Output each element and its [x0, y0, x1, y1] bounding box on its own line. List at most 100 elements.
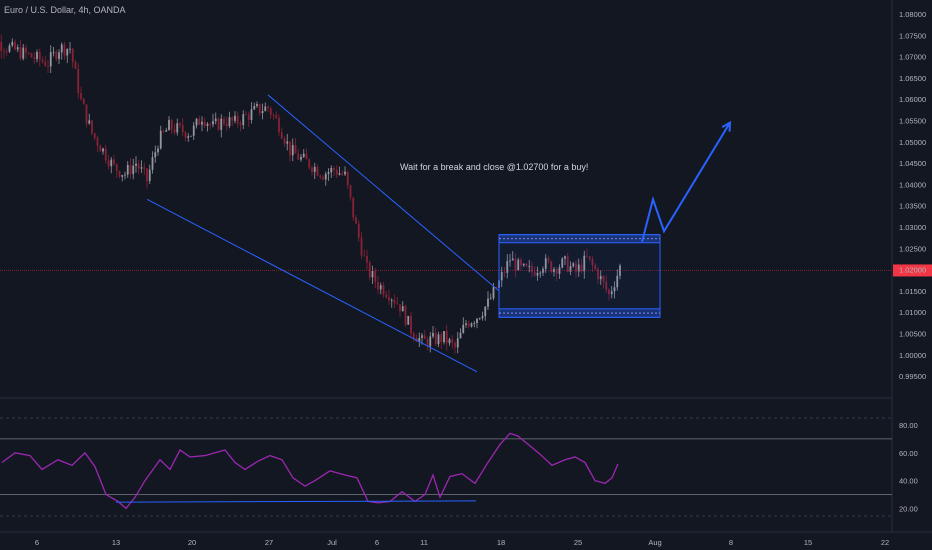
candle-body [473, 323, 476, 324]
candle-body [478, 318, 481, 319]
rsi-tick-label: 60.00 [899, 449, 918, 458]
candle-body [201, 121, 203, 125]
candle-body [96, 137, 99, 146]
candle-body [264, 106, 267, 112]
price-tick-label: 1.04000 [899, 180, 926, 189]
candle-body [432, 332, 434, 337]
candle-body [253, 106, 256, 110]
candle-body [99, 145, 102, 152]
candle-body [610, 291, 613, 295]
candle-body [159, 130, 162, 149]
price-tick-label: 1.02500 [899, 244, 926, 253]
candle-body [520, 259, 522, 266]
candle-body [121, 175, 124, 177]
candle-body [148, 169, 151, 182]
candle-body [506, 261, 509, 273]
candle-body [184, 132, 187, 138]
candle-body [467, 323, 470, 327]
candle-body [316, 166, 319, 176]
candle-body [11, 41, 14, 46]
candle-body [500, 272, 503, 281]
candle-body [44, 61, 47, 66]
price-tick-label: 1.02000 [899, 266, 926, 275]
candle-body [132, 165, 135, 175]
candle-body [190, 135, 192, 137]
candle-body [275, 115, 278, 119]
time-tick-label: Aug [648, 538, 661, 547]
candle-body [176, 123, 179, 133]
candle-body [597, 269, 599, 280]
candle-body [379, 285, 382, 290]
candle-body [437, 334, 440, 345]
current-price-tag [893, 264, 932, 277]
candle-body [487, 298, 489, 307]
candle-body [572, 263, 575, 267]
price-tick-label: 1.06000 [899, 95, 926, 104]
candle-body [258, 104, 261, 114]
candles [0, 34, 621, 354]
candle-body [426, 339, 429, 347]
candle-body [36, 51, 38, 59]
candle-body [261, 111, 264, 114]
candle-body [377, 282, 379, 290]
candle-body [454, 342, 456, 348]
candle-body [209, 123, 212, 125]
candle-body [542, 268, 544, 273]
candle-body [533, 272, 536, 276]
candle-body [555, 268, 558, 274]
candle-body [173, 129, 176, 133]
candle-body [371, 271, 374, 278]
candle-body [434, 332, 437, 345]
candle-body [212, 121, 214, 125]
candle-body [465, 323, 467, 325]
candle-body [346, 171, 349, 186]
time-tick-label: 27 [265, 538, 273, 547]
candle-body [583, 255, 586, 272]
candle-body [47, 65, 49, 67]
candle-body [291, 145, 294, 156]
candle-body [550, 261, 553, 273]
candle-body [110, 159, 113, 167]
candle-body [231, 117, 234, 121]
candle-body [599, 276, 602, 280]
range-box [498, 234, 661, 318]
time-tick-label: 6 [35, 538, 39, 547]
price-tick-label: 1.04500 [899, 159, 926, 168]
candle-body [168, 120, 170, 131]
candle-body [113, 159, 115, 165]
price-axis: 1.08000 1.07500 1.07000 1.06500 1.06000 1.055… [899, 10, 926, 381]
candle-body [388, 297, 390, 301]
candle-body [586, 255, 588, 257]
candle-body [355, 217, 357, 224]
rsi-tick-label: 20.00 [899, 504, 918, 513]
candle-body [140, 167, 143, 169]
candle-body [104, 148, 107, 161]
candle-body [269, 108, 272, 115]
candle-body [170, 120, 173, 130]
upper-trendline [267, 94, 500, 292]
candle-body [74, 61, 77, 69]
candle-body [63, 44, 66, 56]
candle-body [115, 164, 118, 172]
candle-body [531, 266, 533, 273]
candle-body [396, 303, 399, 305]
candle-body [181, 125, 184, 133]
candle-body [198, 118, 201, 125]
price-tick-label: 1.03500 [899, 202, 926, 211]
candle-body [192, 125, 195, 136]
candle-body [410, 315, 412, 334]
candle-body [525, 263, 528, 267]
candle-body [69, 48, 71, 50]
projection-path [641, 122, 731, 243]
candle-body [308, 159, 311, 168]
time-tick-label: 8 [729, 538, 733, 547]
candle-body [605, 281, 608, 290]
price-tick-label: 1.06500 [899, 74, 926, 83]
time-axis: 6 13 20 27 Jul 6 11 18 25 Aug 8 15 22 [35, 538, 889, 547]
candle-body [206, 123, 209, 126]
candle-body [256, 104, 258, 107]
candle-body [151, 157, 154, 170]
candle-body [575, 263, 577, 272]
candle-body [368, 262, 371, 278]
